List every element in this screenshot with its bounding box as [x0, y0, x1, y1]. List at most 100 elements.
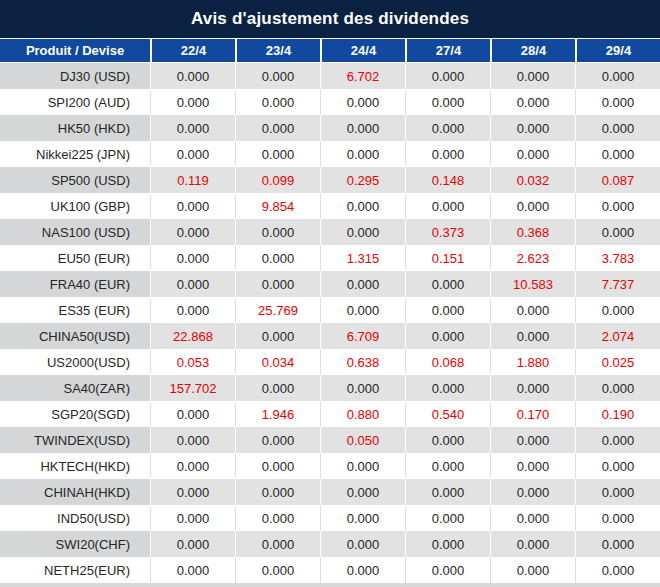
value-cell: 0.000	[235, 427, 320, 453]
value-cell: 0.000	[235, 531, 320, 557]
table-row: NETH25(EUR)0.0000.0000.0000.0000.0000.00…	[0, 557, 660, 583]
value-cell: 0.000	[235, 323, 320, 349]
value-cell: 0.000	[150, 557, 235, 583]
value-cell: 0.000	[235, 557, 320, 583]
value-cell: 0.368	[490, 219, 575, 245]
value-cell: 0.000	[575, 297, 660, 323]
table-row: SP500 (USD)0.1190.0990.2950.1480.0320.08…	[0, 167, 660, 193]
value-cell: 0.000	[405, 115, 490, 141]
value-cell: 2.074	[575, 323, 660, 349]
value-cell: 0.000	[235, 505, 320, 531]
table-row: SGP20(SGD)0.0001.9460.8800.5400.1700.190	[0, 401, 660, 427]
table-row: ES35 (EUR)0.00025.7690.0000.0000.0000.00…	[0, 297, 660, 323]
value-cell: 0.000	[490, 557, 575, 583]
header-date-27-4: 27/4	[405, 38, 490, 63]
value-cell: 0.000	[150, 115, 235, 141]
header-date-29-4: 29/4	[575, 38, 660, 63]
value-cell: 0.000	[320, 531, 405, 557]
value-cell: 9.854	[235, 193, 320, 219]
value-cell: 0.000	[235, 245, 320, 271]
value-cell: 0.000	[490, 453, 575, 479]
value-cell: 0.000	[320, 505, 405, 531]
value-cell: 0.000	[490, 531, 575, 557]
value-cell: 0.000	[150, 219, 235, 245]
table-row: EU50 (EUR)0.0000.0001.3150.1512.6233.783	[0, 245, 660, 271]
value-cell: 0.000	[320, 115, 405, 141]
value-cell: 0.087	[575, 167, 660, 193]
value-cell: 0.151	[405, 245, 490, 271]
value-cell: 0.034	[235, 349, 320, 375]
table-row: HK50 (HKD)0.0000.0000.0000.0000.0000.000	[0, 115, 660, 141]
value-cell: 0.000	[150, 193, 235, 219]
product-cell: US2000(USD)	[0, 349, 150, 375]
value-cell: 0.000	[235, 453, 320, 479]
value-cell: 0.000	[235, 271, 320, 297]
value-cell: 0.000	[575, 193, 660, 219]
value-cell: 0.000	[575, 557, 660, 583]
product-cell: Nikkei225 (JPN)	[0, 141, 150, 167]
value-cell: 0.000	[405, 89, 490, 115]
value-cell: 22.868	[150, 323, 235, 349]
value-cell: 0.000	[235, 375, 320, 401]
value-cell: 0.000	[490, 63, 575, 89]
product-cell: DJ30 (USD)	[0, 63, 150, 89]
value-cell: 0.000	[405, 63, 490, 89]
value-cell: 0.000	[320, 557, 405, 583]
value-cell: 0.295	[320, 167, 405, 193]
value-cell: 6.709	[320, 323, 405, 349]
value-cell: 0.000	[150, 531, 235, 557]
table-row: NAS100 (USD)0.0000.0000.0000.3730.3680.0…	[0, 219, 660, 245]
value-cell: 0.000	[235, 141, 320, 167]
value-cell: 0.000	[150, 297, 235, 323]
value-cell: 0.000	[320, 297, 405, 323]
value-cell: 0.000	[405, 479, 490, 505]
value-cell: 0.000	[405, 271, 490, 297]
value-cell: 0.000	[150, 505, 235, 531]
value-cell: 10.583	[490, 271, 575, 297]
value-cell: 0.000	[320, 193, 405, 219]
table-row: TWINDEX(USD)0.0000.0000.0500.0000.0000.0…	[0, 427, 660, 453]
product-cell: ES35 (EUR)	[0, 297, 150, 323]
value-cell: 2.623	[490, 245, 575, 271]
product-cell: SPI200 (AUD)	[0, 89, 150, 115]
value-cell: 0.000	[575, 375, 660, 401]
value-cell: 0.000	[150, 453, 235, 479]
value-cell: 0.000	[150, 401, 235, 427]
value-cell: 0.000	[575, 115, 660, 141]
value-cell: 0.000	[405, 141, 490, 167]
value-cell: 157.702	[150, 375, 235, 401]
value-cell: 0.025	[575, 349, 660, 375]
value-cell: 0.000	[490, 115, 575, 141]
value-cell: 0.148	[405, 167, 490, 193]
value-cell: 0.000	[575, 89, 660, 115]
product-cell: TWINDEX(USD)	[0, 427, 150, 453]
value-cell: 0.119	[150, 167, 235, 193]
value-cell: 0.000	[575, 505, 660, 531]
value-cell: 0.032	[490, 167, 575, 193]
value-cell: 6.702	[320, 63, 405, 89]
value-cell: 0.000	[150, 89, 235, 115]
value-cell: 0.000	[405, 297, 490, 323]
value-cell: 0.000	[575, 531, 660, 557]
product-cell: NAS100 (USD)	[0, 219, 150, 245]
product-cell: SGP20(SGD)	[0, 401, 150, 427]
value-cell: 0.000	[235, 115, 320, 141]
value-cell: 1.315	[320, 245, 405, 271]
value-cell: 0.000	[575, 427, 660, 453]
product-cell: UK100 (GBP)	[0, 193, 150, 219]
value-cell: 0.000	[405, 427, 490, 453]
value-cell: 0.190	[575, 401, 660, 427]
product-cell: HKTECH(HKD)	[0, 453, 150, 479]
value-cell: 0.000	[320, 219, 405, 245]
value-cell: 0.000	[320, 89, 405, 115]
table-row: UK100 (GBP)0.0009.8540.0000.0000.0000.00…	[0, 193, 660, 219]
value-cell: 0.170	[490, 401, 575, 427]
table-row: SPI200 (AUD)0.0000.0000.0000.0000.0000.0…	[0, 89, 660, 115]
value-cell: 25.769	[235, 297, 320, 323]
product-cell: IND50(USD)	[0, 505, 150, 531]
value-cell: 0.000	[575, 141, 660, 167]
value-cell: 0.000	[235, 479, 320, 505]
value-cell: 0.000	[575, 63, 660, 89]
table-row: Nikkei225 (JPN)0.0000.0000.0000.0000.000…	[0, 141, 660, 167]
dividend-adjustment-window: Avis d'ajustement des dividendes Produit…	[0, 0, 660, 587]
